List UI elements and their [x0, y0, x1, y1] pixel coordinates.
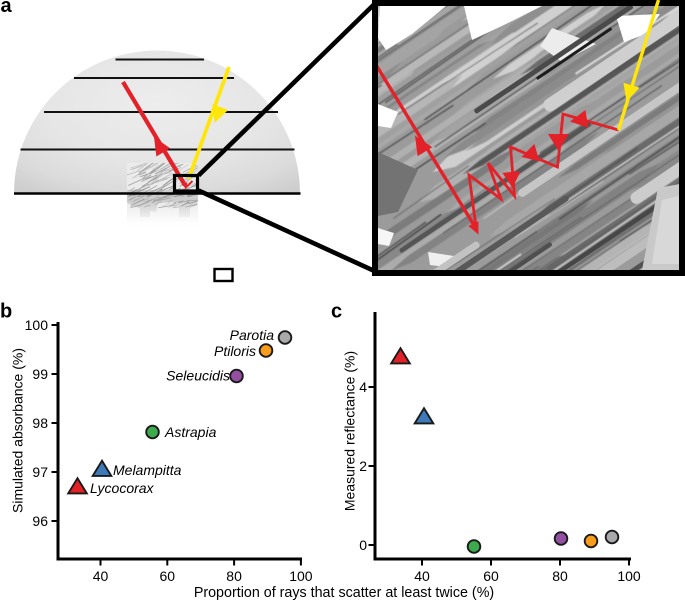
svg-text:80: 80: [552, 568, 568, 584]
svg-text:4: 4: [359, 379, 367, 395]
svg-text:Ptiloris: Ptiloris: [214, 343, 256, 359]
svg-text:b: b: [0, 301, 12, 323]
svg-text:2: 2: [359, 458, 367, 474]
svg-text:60: 60: [483, 568, 499, 584]
svg-text:Melampitta: Melampitta: [113, 462, 182, 478]
svg-text:Parotia: Parotia: [230, 327, 275, 343]
svg-text:97: 97: [32, 464, 48, 480]
svg-text:40: 40: [93, 568, 109, 584]
svg-text:Lycocorax: Lycocorax: [90, 480, 155, 496]
svg-text:60: 60: [160, 568, 176, 584]
svg-text:100: 100: [289, 568, 313, 584]
svg-text:0: 0: [359, 537, 367, 553]
svg-text:Astrapia: Astrapia: [164, 424, 217, 440]
svg-text:Proportion of rays that scatte: Proportion of rays that scatter at least…: [194, 585, 494, 601]
svg-text:a: a: [1, 0, 13, 17]
svg-text:40: 40: [414, 568, 430, 584]
svg-text:98: 98: [32, 415, 48, 431]
svg-text:Measured reflectance (%): Measured reflectance (%): [342, 351, 358, 511]
svg-text:99: 99: [32, 366, 48, 382]
svg-text:96: 96: [32, 513, 48, 529]
svg-text:Seleucidis: Seleucidis: [166, 368, 230, 384]
svg-text:80: 80: [226, 568, 242, 584]
svg-text:100: 100: [617, 568, 641, 584]
svg-text:c: c: [331, 301, 342, 323]
svg-text:100: 100: [25, 317, 49, 333]
svg-text:Simulated absorbance (%): Simulated absorbance (%): [10, 348, 26, 513]
